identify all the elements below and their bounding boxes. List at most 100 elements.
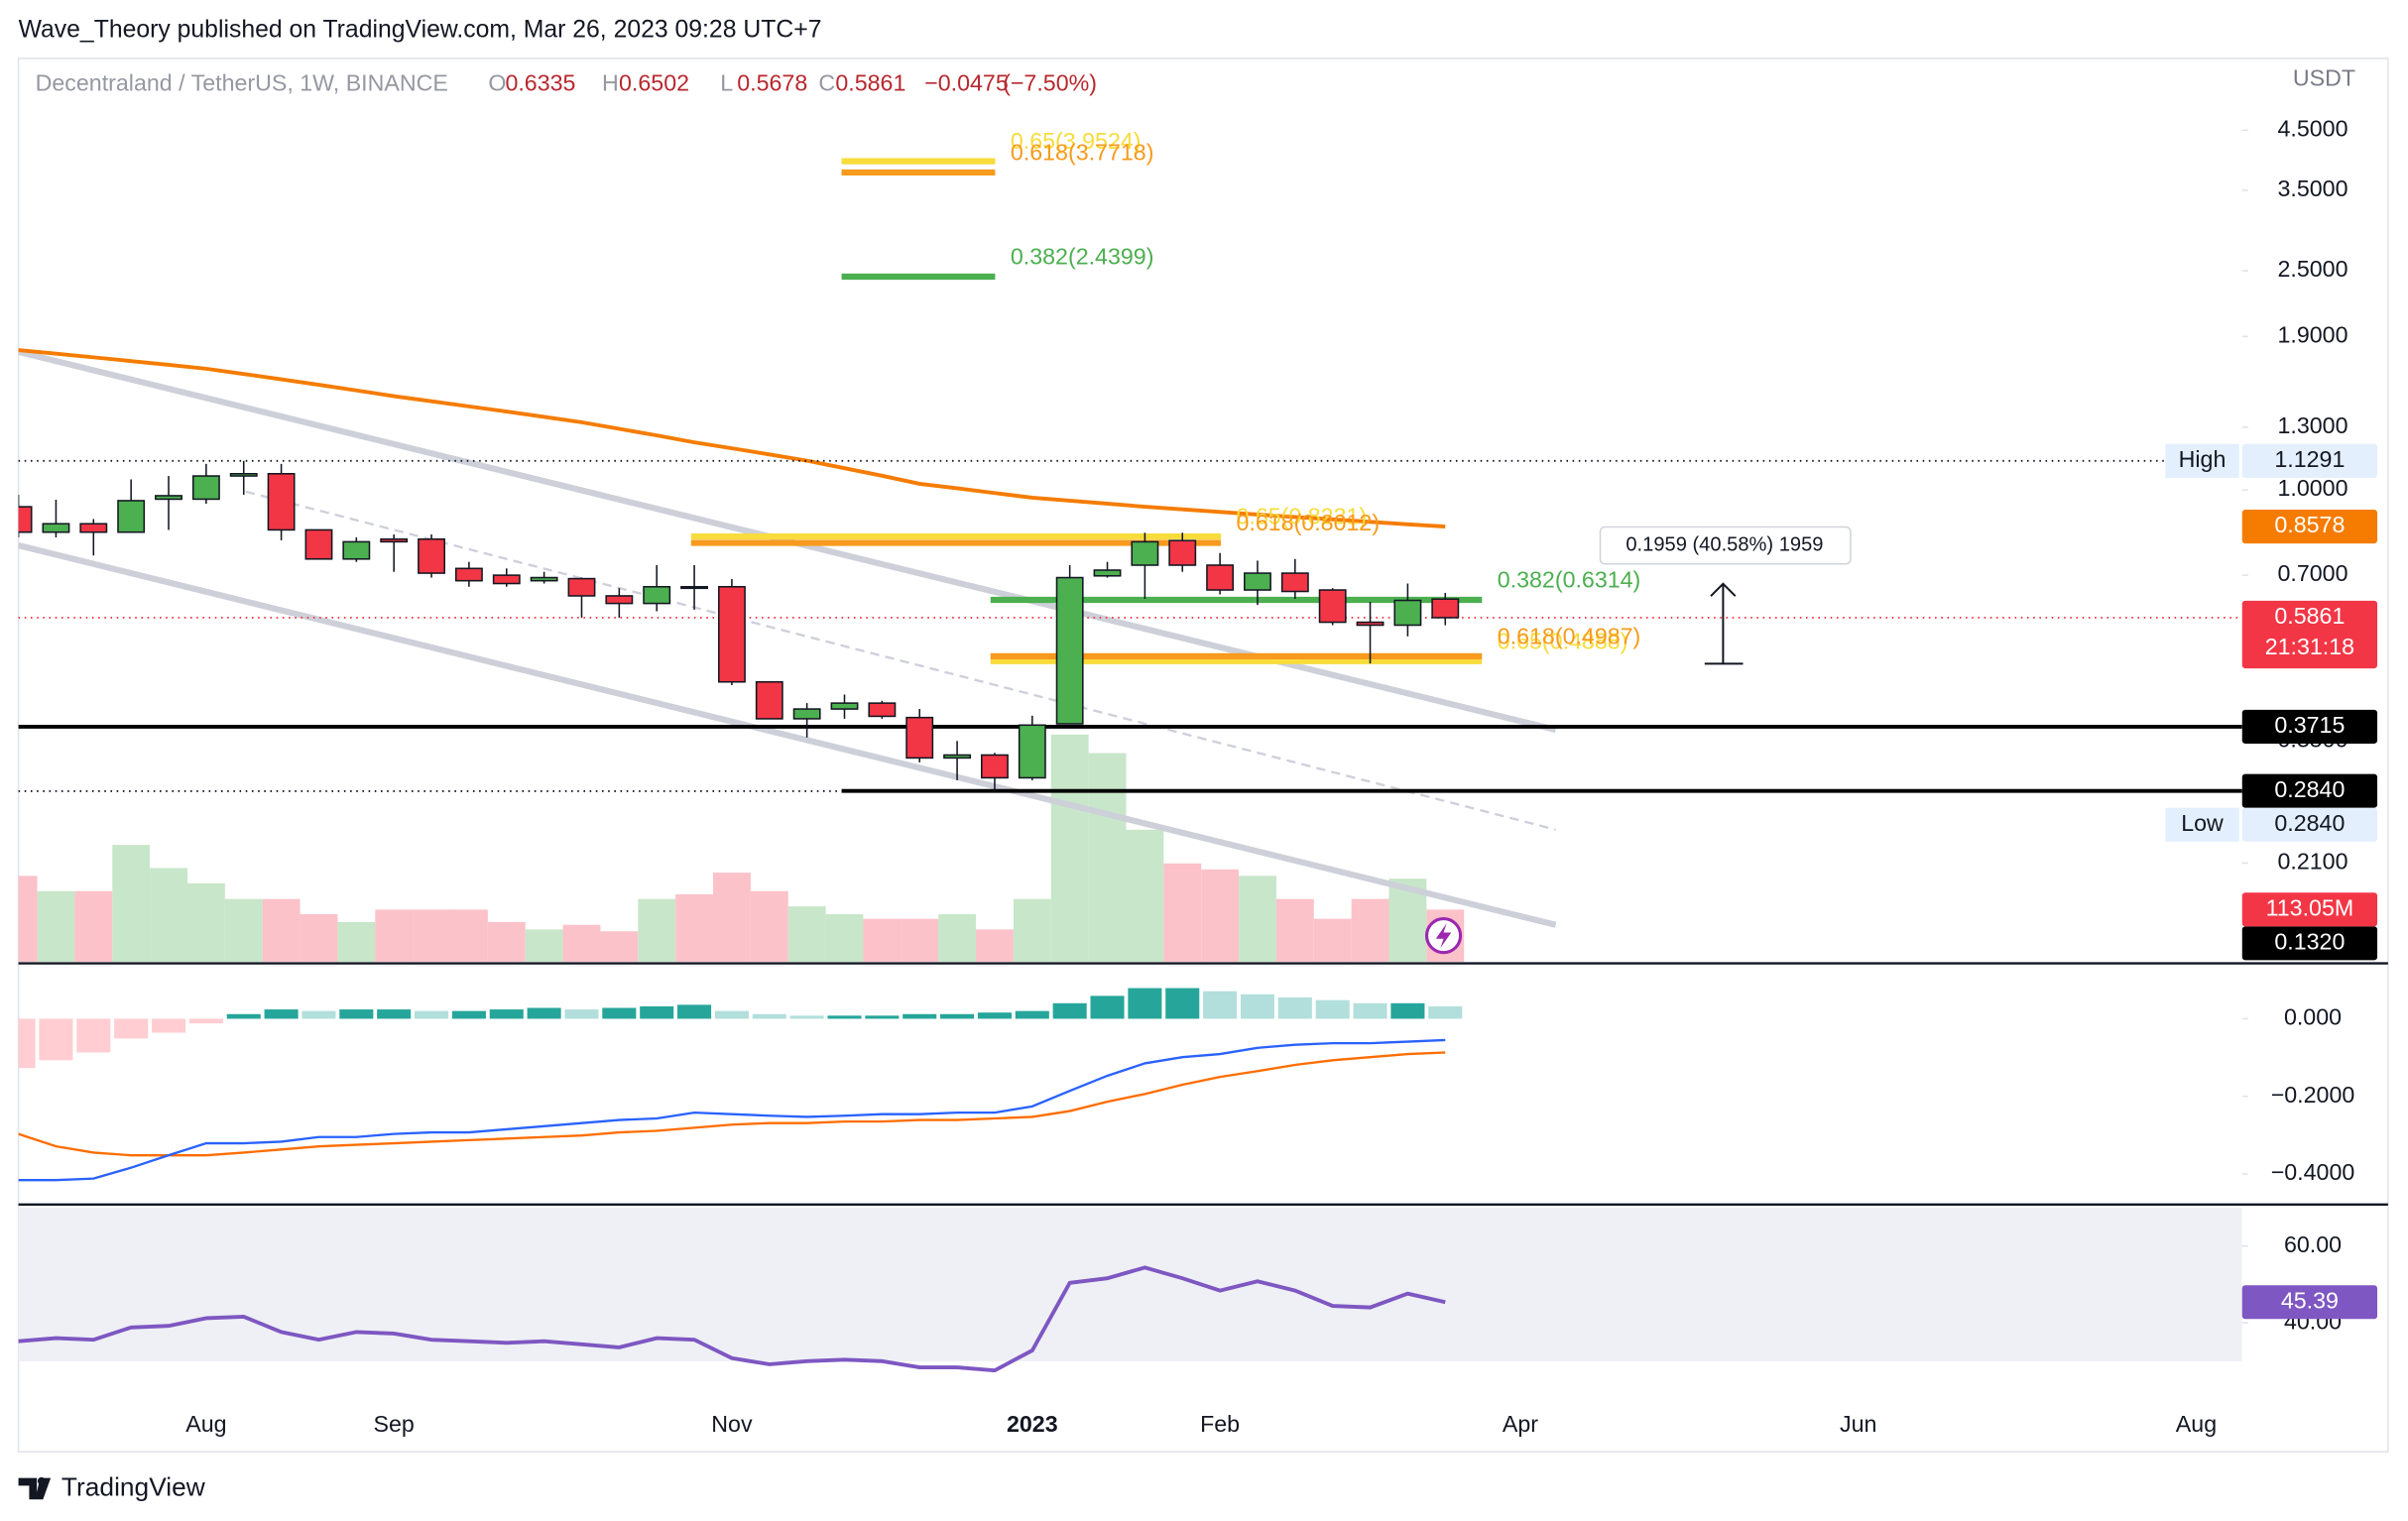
plot-layer [18,158,2242,1373]
footer-brand: TradingView [61,1471,206,1501]
channel-midline [245,490,1556,831]
candle-body [567,577,596,597]
volume-bar [938,914,977,962]
macd-histogram [301,1010,336,1019]
volume-bar [1050,734,1089,962]
candle-body [454,567,483,582]
macd-histogram [226,1013,261,1019]
axis-layer: O0.6335 H 0.6502 L 0.5678 C 0.5861 −0.0475(−7.5… [185,69,2378,1437]
macd-histogram [1090,995,1125,1019]
candle-body [1244,572,1271,591]
volume-bar [150,868,187,962]
volume-bar [638,898,676,962]
volume-bar [787,906,826,962]
y-tick-label: 1.9000 [2277,321,2348,347]
volume-bar [262,898,301,962]
candle-body [191,475,220,501]
y-tick-label: 0.7000 [2277,560,2348,586]
price-tag-label: 0.3715 [2274,712,2345,738]
candle-body [342,540,371,560]
x-tick-label: Sep [374,1411,415,1437]
volume-bar [525,929,563,962]
x-tick-label: Nov [711,1411,753,1437]
macd-signal-line [18,1051,1446,1157]
macd-histogram [714,1010,749,1019]
macd-histogram [188,1018,223,1024]
volume-bar [1201,869,1240,962]
fib-label: 0.618(0.8012) [1237,510,1381,535]
macd-histogram [1052,1002,1087,1019]
x-tick-label: Aug [185,1411,226,1437]
price-tag-label: 1.1291 [2274,446,2345,472]
price-tag-label: 0.5861 [2274,603,2345,629]
price-tag-label: 113.05M [2266,894,2354,920]
volume-bar [675,893,714,962]
y-tick-label: 0.000 [2284,1004,2342,1030]
candle-body [229,473,258,477]
volume-bar [1239,876,1276,962]
macd-histogram [977,1012,1012,1019]
publisher: Wave_Theory published on TradingView.com… [19,17,822,44]
macd-histogram [1353,1002,1387,1019]
candle-body [905,716,934,760]
candle-body [42,523,70,533]
legend-key: O [488,69,506,95]
macd-histogram [827,1015,862,1019]
candle-body [1393,599,1422,627]
candle-body [1018,724,1046,779]
macd-histogram [151,1018,186,1033]
volume-bar [186,882,225,962]
alert-bolt[interactable] [1435,923,1452,949]
legend-key: C [818,69,835,95]
price-tag [2241,807,2378,842]
volume-bar [1275,898,1314,962]
symbol-title: Decentraland / TetherUS, 1W, BINANCE [36,69,448,95]
volume-bar [300,914,338,962]
y-tick-label: 1.0000 [2277,475,2348,501]
candle-body [530,576,558,582]
measure-label: 0.1959 (40.58%) 1959 [1625,533,1823,555]
y-tick-label: 0.2100 [2277,849,2348,875]
candle-body [1055,576,1084,725]
x-tick-label: Feb [1200,1411,1240,1437]
volume-bar [413,909,451,962]
macd-histogram [264,1009,299,1019]
fib-label: 0.65(3.9524) [1011,128,1142,154]
candle-body [1318,589,1347,624]
fib-label: 0.382(2.4399) [1011,244,1154,270]
rsi-line [18,1265,1446,1373]
volume-bar [1351,898,1389,962]
volume-bar [1313,918,1352,962]
macd-histogram [1277,996,1312,1019]
legend-key: L [720,69,733,95]
alert-icon[interactable] [1424,917,1463,955]
macd-histogram [865,1015,900,1019]
volume-bar [112,845,151,962]
macd-histogram [1165,988,1200,1019]
legend-value: 0.6335 [505,69,575,95]
candle-body [304,528,333,560]
candle-body [1280,572,1309,593]
price-tag [2241,892,2378,927]
macd-histogram [1390,1002,1425,1019]
candle-body [79,523,108,533]
macd-histogram [415,1010,449,1019]
candle-body [117,500,146,533]
macd-histogram [489,1009,524,1019]
volume-bar [37,890,75,962]
candle-body [680,585,708,590]
legend-change: −0.0475 [924,69,1009,95]
volume-bar [1163,863,1202,962]
chart-border [17,58,2389,1454]
x-tick-label: Apr [1503,1411,1538,1437]
volume-bar [1088,753,1127,962]
price-tag [2241,600,2378,669]
measure-box [1599,526,1852,565]
macd-histogram [339,1009,374,1019]
legend-value: 0.5678 [737,69,807,95]
y-tick-label: −0.2000 [2271,1082,2355,1108]
macd-histogram [640,1005,674,1019]
volume-bar [976,929,1014,962]
y-tick-label: 1.3000 [2277,412,2348,438]
macd-histogram [1315,999,1350,1019]
